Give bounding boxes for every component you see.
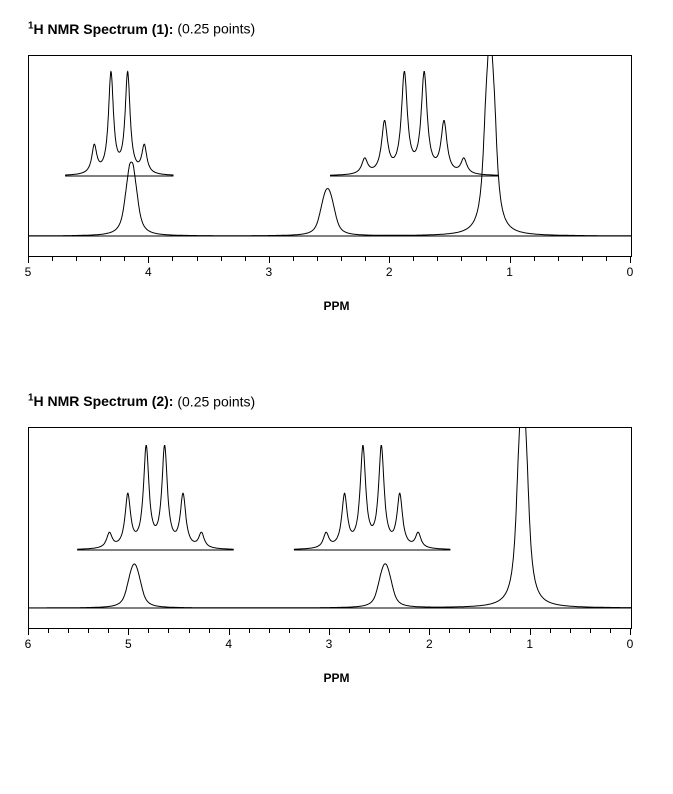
axis-minor-tick [189, 629, 190, 633]
spectrum-2-plot-box [28, 427, 632, 629]
title-main: H NMR Spectrum (1): [33, 21, 173, 37]
spectrum-2-axis-label: PPM [28, 671, 645, 685]
axis-minor-tick [52, 257, 53, 261]
axis-minor-tick [365, 257, 366, 261]
axis-minor-tick [197, 257, 198, 261]
page: 1H NMR Spectrum (1): (0.25 points) 54321… [0, 0, 673, 794]
axis-minor-tick [172, 257, 173, 261]
axis-minor-tick [469, 629, 470, 633]
axis-minor-tick [486, 257, 487, 261]
axis-minor-tick [534, 257, 535, 261]
spectrum2-inset [77, 446, 234, 550]
axis-minor-tick [148, 629, 149, 633]
axis-minor-tick [341, 257, 342, 261]
title-suffix: (0.25 points) [173, 21, 255, 37]
axis-major-tick [630, 629, 631, 635]
axis-major-tick [389, 257, 390, 263]
spectrum-1-axis: 543210 [28, 257, 630, 297]
axis-minor-tick [582, 257, 583, 261]
axis-minor-tick [510, 629, 511, 633]
spectrum1-inset [330, 71, 499, 175]
axis-minor-tick [245, 257, 246, 261]
axis-major-tick [630, 257, 631, 263]
axis-major-tick [229, 629, 230, 635]
axis-major-tick [148, 257, 149, 263]
axis-minor-tick [293, 257, 294, 261]
axis-tick-label: 2 [386, 265, 393, 279]
axis-tick-label: 0 [627, 265, 634, 279]
spectrum1-svg [29, 56, 631, 256]
axis-minor-tick [68, 629, 69, 633]
spectrum-block-1: 1H NMR Spectrum (1): (0.25 points) 54321… [28, 20, 645, 313]
axis-minor-tick [48, 629, 49, 633]
axis-minor-tick [413, 257, 414, 261]
axis-tick-label: 5 [25, 265, 32, 279]
axis-minor-tick [409, 629, 410, 633]
axis-minor-tick [449, 629, 450, 633]
axis-minor-tick [249, 629, 250, 633]
axis-minor-tick [124, 257, 125, 261]
axis-minor-tick [209, 629, 210, 633]
axis-minor-tick [289, 629, 290, 633]
axis-minor-tick [490, 629, 491, 633]
axis-minor-tick [76, 257, 77, 261]
axis-major-tick [128, 629, 129, 635]
axis-minor-tick [606, 257, 607, 261]
spectrum2-svg [29, 428, 631, 628]
spectrum-2-axis: 6543210 [28, 629, 630, 669]
spectrum-1-title: 1H NMR Spectrum (1): (0.25 points) [28, 20, 645, 37]
spectrum-block-2: 1H NMR Spectrum (2): (0.25 points) 65432… [28, 393, 645, 686]
axis-minor-tick [437, 257, 438, 261]
axis-minor-tick [610, 629, 611, 633]
spectrum-1-plot-box [28, 55, 632, 257]
axis-tick-label: 3 [265, 265, 272, 279]
axis-tick-label: 4 [225, 637, 232, 651]
axis-minor-tick [100, 257, 101, 261]
spectrum-2-title: 1H NMR Spectrum (2): (0.25 points) [28, 393, 645, 410]
axis-major-tick [269, 257, 270, 263]
spectrum2-trace [29, 428, 631, 608]
title-main: H NMR Spectrum (2): [33, 393, 173, 409]
spectrum1-trace [29, 56, 631, 236]
title-suffix: (0.25 points) [173, 393, 255, 409]
axis-tick-label: 2 [426, 637, 433, 651]
axis-minor-tick [168, 629, 169, 633]
axis-minor-tick [590, 629, 591, 633]
axis-major-tick [429, 629, 430, 635]
axis-tick-label: 3 [326, 637, 333, 651]
axis-minor-tick [389, 629, 390, 633]
axis-minor-tick [221, 257, 222, 261]
axis-major-tick [28, 629, 29, 635]
axis-tick-label: 0 [627, 637, 634, 651]
axis-minor-tick [269, 629, 270, 633]
axis-minor-tick [349, 629, 350, 633]
axis-minor-tick [108, 629, 109, 633]
axis-major-tick [329, 629, 330, 635]
axis-tick-label: 4 [145, 265, 152, 279]
axis-minor-tick [369, 629, 370, 633]
axis-major-tick [510, 257, 511, 263]
axis-major-tick [28, 257, 29, 263]
axis-minor-tick [317, 257, 318, 261]
spectrum1-inset [65, 71, 173, 175]
axis-minor-tick [88, 629, 89, 633]
axis-major-tick [530, 629, 531, 635]
axis-minor-tick [461, 257, 462, 261]
axis-minor-tick [558, 257, 559, 261]
axis-minor-tick [309, 629, 310, 633]
axis-tick-label: 6 [25, 637, 32, 651]
axis-tick-label: 1 [506, 265, 513, 279]
axis-minor-tick [550, 629, 551, 633]
axis-tick-label: 5 [125, 637, 132, 651]
spectrum-1-axis-label: PPM [28, 299, 645, 313]
axis-minor-tick [570, 629, 571, 633]
axis-tick-label: 1 [526, 637, 533, 651]
spectrum2-inset [294, 446, 451, 550]
